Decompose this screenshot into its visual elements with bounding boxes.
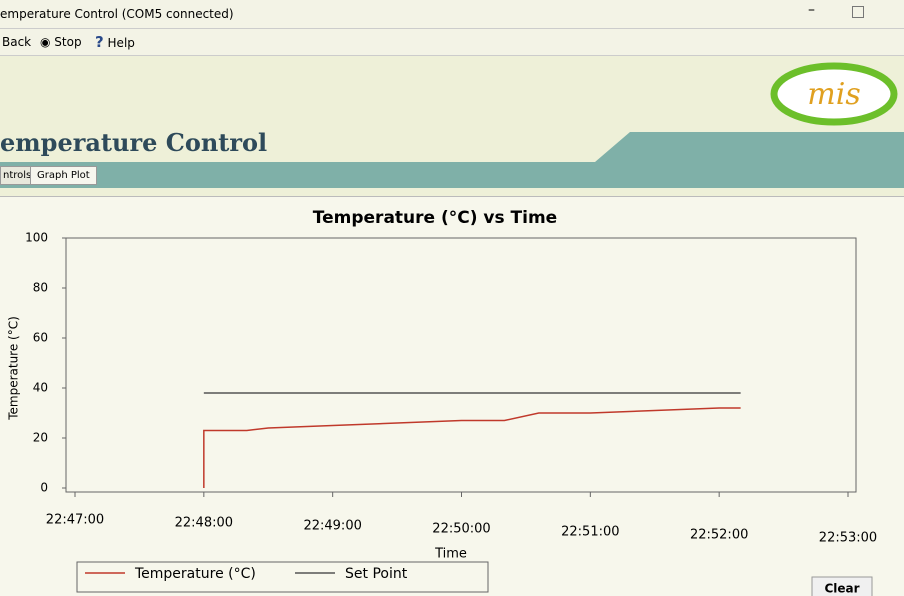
logo-ring — [770, 62, 898, 126]
clear-button[interactable] — [811, 576, 873, 596]
minimize-button[interactable]: – — [808, 2, 815, 18]
y-tick-label: 100 — [25, 231, 48, 245]
legend-label: Set Point — [345, 566, 408, 582]
y-tick-label: 60 — [33, 331, 48, 345]
toolbar: Back ◉ Stop ? Help — [0, 29, 904, 56]
y-axis-title: Temperature (°C) — [7, 316, 21, 421]
help-button[interactable]: ? Help — [95, 33, 135, 51]
logo: mis — [770, 62, 898, 126]
y-tick-label: 0 — [40, 481, 48, 495]
page-heading: emperature Control — [0, 128, 268, 157]
stop-label: Stop — [54, 35, 82, 49]
tab[interactable]: Graph Plot — [30, 166, 97, 185]
title-bar: emperature Control (COM5 connected) – — [0, 0, 904, 29]
x-tick-label: 22:49:00 — [303, 519, 361, 534]
chart-panel — [0, 196, 904, 596]
x-tick-label: 22:50:00 — [432, 522, 490, 537]
stop-button[interactable]: ◉ Stop — [40, 35, 82, 49]
back-button[interactable]: Back — [2, 35, 32, 49]
tab[interactable]: ntrols — [0, 166, 35, 185]
legend-label: Temperature (°C) — [134, 566, 256, 582]
plot-frame — [65, 237, 857, 493]
chart-title: Temperature (°C) vs Time — [313, 208, 557, 228]
legend — [76, 561, 489, 593]
x-axis-title: Time — [434, 547, 467, 562]
help-label: Help — [107, 36, 135, 50]
window-title: emperature Control (COM5 connected) — [0, 7, 234, 21]
band-shape — [0, 132, 904, 188]
y-tick-label: 80 — [33, 281, 48, 295]
header-band — [0, 132, 904, 188]
y-tick-label: 20 — [33, 431, 48, 445]
series-line — [203, 407, 741, 488]
x-tick-label: 22:53:00 — [819, 531, 877, 546]
x-tick-label: 22:51:00 — [561, 525, 619, 540]
x-tick-label: 22:47:00 — [46, 513, 104, 528]
x-tick-label: 22:52:00 — [690, 528, 748, 543]
clear-label: Clear — [824, 582, 859, 596]
logo-text: mis — [807, 77, 860, 112]
maximize-button[interactable] — [852, 6, 864, 18]
x-tick-label: 22:48:00 — [175, 516, 233, 531]
y-tick-label: 40 — [33, 381, 48, 395]
